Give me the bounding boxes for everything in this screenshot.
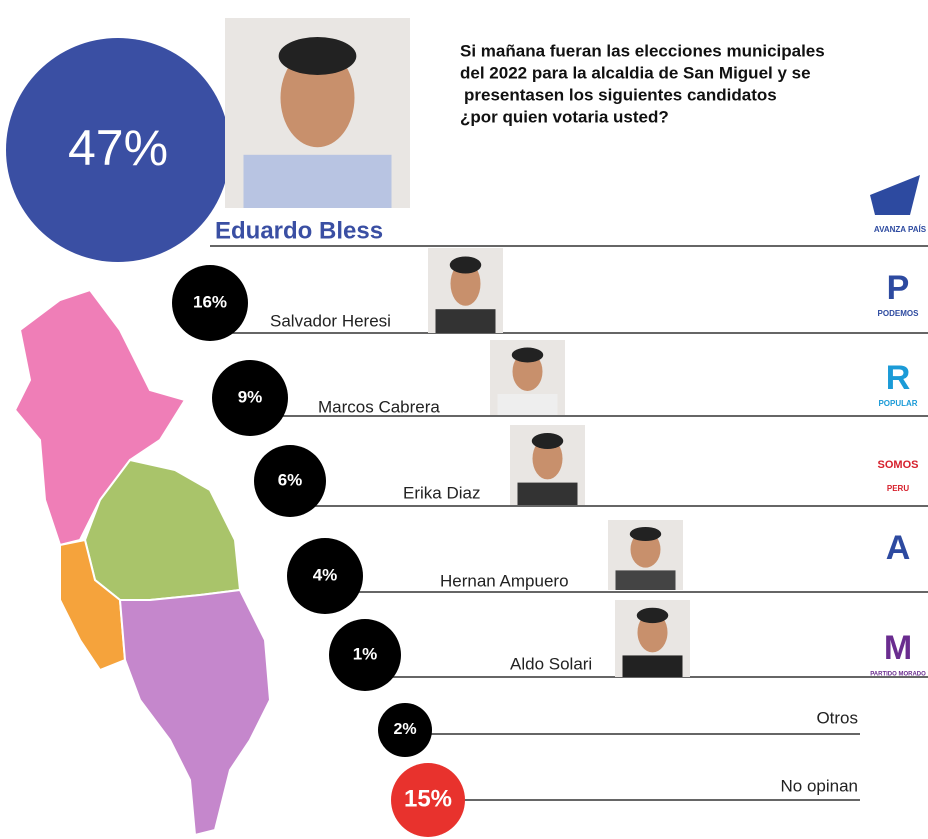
percent-circle [391,763,465,837]
photo-body [615,570,676,590]
question-line: Si mañana fueran las elecciones municipa… [460,41,825,60]
leader-name: Eduardo Bless [215,217,383,244]
leader-circle [6,38,230,262]
photo-face [512,352,543,391]
percent: 6% [278,470,303,489]
percent: 16% [193,292,227,311]
logo-text: PERU [887,484,909,493]
logo-mark: R [886,359,911,397]
logo-shape [870,175,920,215]
candidate-name: Hernan Ampuero [440,571,569,590]
photo-face [532,437,563,480]
photo-body [435,309,496,333]
photo-hair [531,433,564,449]
percent-circle [329,619,401,691]
percent-circle [172,265,248,341]
photo-face [637,612,668,653]
candidate-name: Aldo Solari [510,654,592,673]
photo-hair [278,37,357,75]
question-line: presentasen los siguientes candidatos [464,85,777,104]
logo-text: AVANZA PAÍS [874,225,927,234]
photo-face [450,261,481,306]
option-label: No opinan [780,776,858,795]
leader-percent: 47% [68,120,168,176]
candidate-name: Erika Diaz [403,483,480,502]
question-line: del 2022 para la alcaldia de San Miguel … [460,63,811,82]
candidate-name: Marcos Cabrera [318,397,440,416]
candidate-name: Salvador Heresi [270,311,391,330]
logo-text: POPULAR [878,399,917,408]
map [13,288,272,837]
percent: 1% [353,644,378,663]
percent-circle [287,538,363,614]
logo-mark: P [887,269,910,307]
logo-mark: A [886,529,911,567]
percent: 15% [404,785,452,812]
photo-face [280,48,355,148]
logo-text: PARTIDO MORADO [870,672,926,678]
percent: 2% [393,721,416,738]
percent-circle [212,360,288,436]
percent-circle [254,445,326,517]
photo-body [622,655,683,677]
photo-body [517,482,578,505]
logo-text: PODEMOS [878,309,920,318]
photo-hair [629,527,662,541]
photo-hair [449,256,482,274]
option-label: Otros [816,708,858,727]
photo-hair [636,607,669,624]
photo-face [630,531,661,568]
logo-mark: M [884,629,912,667]
photo-body [497,394,558,415]
photo-hair [511,347,544,363]
question-line: ¿por quien votaria usted? [460,107,669,126]
photo-body [243,154,392,208]
percent: 4% [313,565,338,584]
percent: 9% [238,387,263,406]
logo-mark: SOMOS [878,459,919,471]
percent-circle [378,703,432,757]
